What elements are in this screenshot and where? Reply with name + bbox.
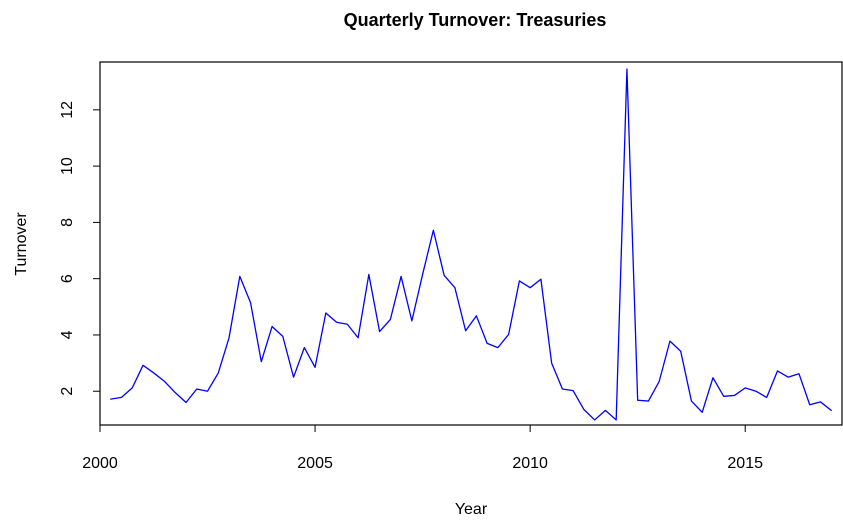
x-tick-label: 2010 [512,455,548,472]
y-tick-label: 6 [59,274,76,283]
y-tick-label: 12 [59,101,76,119]
plot-frame [99,61,843,426]
x-tick-label: 2015 [727,455,763,472]
y-tick-label: 8 [59,218,76,227]
chart-title: Quarterly Turnover: Treasuries [344,10,607,30]
y-tick-label: 2 [59,387,76,396]
y-axis: 2 4 6 8 10 12 [59,101,101,396]
x-axis: 2000 2005 2010 2015 [82,424,763,472]
x-axis-label: Year [455,501,488,518]
y-tick-label: 4 [59,330,76,339]
y-axis-label: Turnover [13,212,30,276]
x-tick-label: 2000 [82,455,118,472]
series-group [110,68,832,421]
y-tick-label: 10 [59,157,76,175]
turnover-series-line [110,68,832,421]
x-tick-label: 2005 [297,455,333,472]
